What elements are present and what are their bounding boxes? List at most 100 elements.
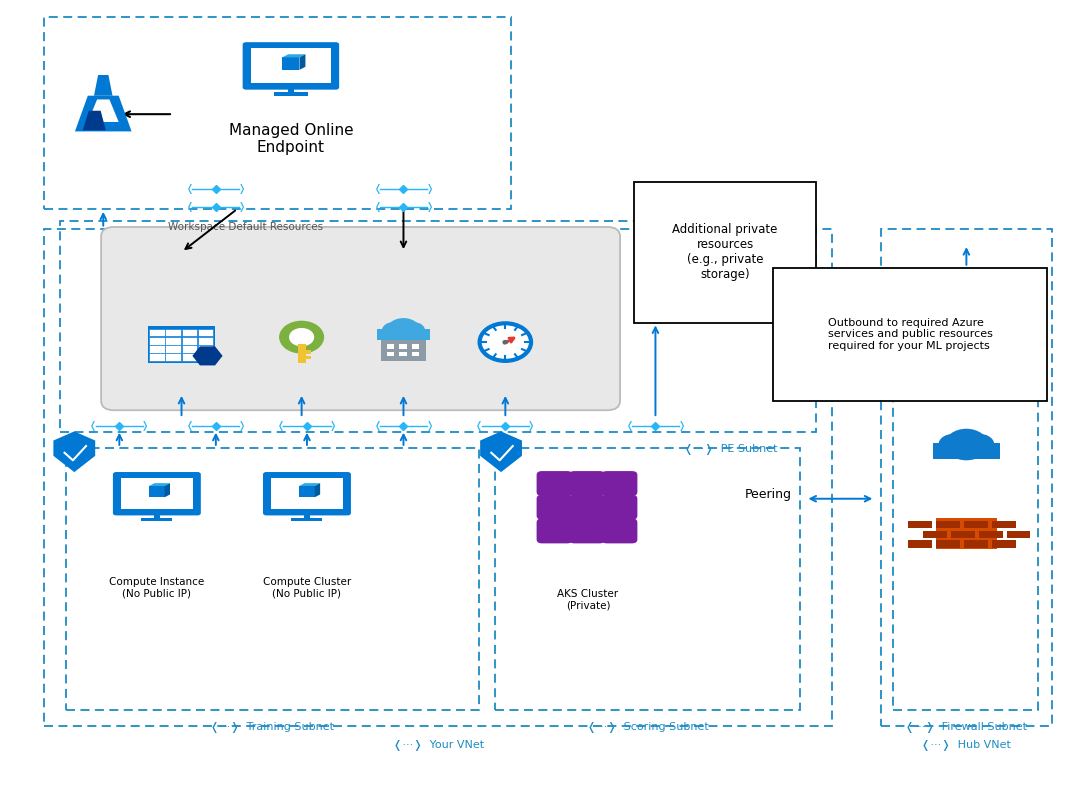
- Text: ❭: ❭: [238, 185, 246, 194]
- FancyBboxPatch shape: [536, 471, 573, 496]
- Bar: [305, 351, 311, 354]
- Circle shape: [938, 434, 968, 455]
- Polygon shape: [283, 54, 305, 57]
- Bar: [66, 448, 478, 711]
- Bar: [387, 351, 395, 356]
- Bar: [992, 521, 1016, 527]
- Text: ❬: ❬: [89, 421, 98, 431]
- Bar: [936, 541, 960, 548]
- FancyBboxPatch shape: [601, 471, 637, 496]
- Polygon shape: [315, 483, 320, 498]
- Text: Workspace Default Resources: Workspace Default Resources: [169, 222, 324, 233]
- Bar: [283, 57, 300, 70]
- Text: Managed Online
Endpoint: Managed Online Endpoint: [229, 123, 354, 155]
- Text: ❬···❭  Firewall Subnet: ❬···❭ Firewall Subnet: [905, 722, 1027, 733]
- Text: ❬···❭  Hub VNet: ❬···❭ Hub VNet: [921, 740, 1012, 751]
- Circle shape: [965, 434, 994, 455]
- Bar: [166, 329, 181, 336]
- Text: Outbound to required Azure
services and public resources
required for your ML pr: Outbound to required Azure services and …: [828, 318, 992, 351]
- Bar: [166, 354, 181, 361]
- Bar: [893, 350, 1038, 711]
- Bar: [923, 531, 947, 538]
- Circle shape: [402, 322, 425, 339]
- FancyBboxPatch shape: [569, 519, 605, 543]
- Bar: [60, 221, 816, 432]
- Circle shape: [289, 328, 314, 347]
- Text: Compute Instance
(No Public IP): Compute Instance (No Public IP): [110, 577, 204, 599]
- Bar: [44, 17, 511, 209]
- Polygon shape: [54, 432, 96, 472]
- Bar: [291, 517, 322, 520]
- Bar: [166, 345, 181, 353]
- FancyBboxPatch shape: [601, 519, 637, 543]
- Text: ❭: ❭: [527, 421, 535, 431]
- Bar: [149, 354, 164, 361]
- FancyBboxPatch shape: [243, 42, 339, 90]
- FancyBboxPatch shape: [271, 478, 343, 509]
- FancyBboxPatch shape: [101, 227, 620, 410]
- Text: ❬: ❬: [186, 201, 194, 211]
- Text: ❬: ❬: [186, 421, 194, 431]
- Bar: [299, 486, 315, 498]
- Polygon shape: [149, 483, 170, 486]
- Bar: [992, 541, 1016, 548]
- Text: ❭: ❭: [141, 421, 149, 431]
- Circle shape: [280, 321, 325, 354]
- Text: ❭: ❭: [426, 185, 433, 194]
- Bar: [908, 541, 932, 548]
- Circle shape: [479, 323, 531, 361]
- Bar: [494, 448, 800, 711]
- Text: ❬···❭  Your VNet: ❬···❭ Your VNet: [392, 740, 484, 751]
- Bar: [149, 337, 164, 344]
- Polygon shape: [88, 100, 118, 122]
- Text: ❭: ❭: [329, 421, 336, 431]
- Circle shape: [502, 340, 508, 344]
- Text: ❬: ❬: [277, 421, 285, 431]
- Bar: [400, 344, 406, 349]
- Bar: [198, 329, 213, 336]
- Bar: [149, 486, 164, 498]
- Polygon shape: [94, 75, 113, 96]
- Bar: [44, 229, 832, 725]
- Polygon shape: [192, 347, 223, 365]
- Bar: [978, 531, 1003, 538]
- Text: ❬: ❬: [475, 421, 484, 431]
- Text: ❬: ❬: [626, 421, 633, 431]
- Bar: [1006, 531, 1031, 538]
- Text: ❬: ❬: [186, 185, 194, 194]
- Text: ❭: ❭: [677, 421, 686, 431]
- Text: ❬: ❬: [373, 185, 382, 194]
- Text: ❬···❭  PE Subnet: ❬···❭ PE Subnet: [684, 444, 777, 455]
- Text: ❭: ❭: [426, 201, 433, 211]
- Text: ❭: ❭: [238, 421, 246, 431]
- Bar: [182, 354, 197, 361]
- Text: ❬: ❬: [373, 421, 382, 431]
- Bar: [298, 343, 305, 363]
- Bar: [933, 443, 1000, 459]
- Bar: [773, 268, 1047, 401]
- FancyBboxPatch shape: [121, 478, 192, 509]
- FancyBboxPatch shape: [569, 471, 605, 496]
- Bar: [166, 337, 181, 344]
- FancyBboxPatch shape: [536, 494, 573, 520]
- Bar: [182, 337, 197, 344]
- Polygon shape: [164, 483, 170, 498]
- Bar: [964, 521, 988, 527]
- Bar: [381, 340, 426, 362]
- Text: Additional private
resources
(e.g., private
storage): Additional private resources (e.g., priv…: [673, 223, 778, 281]
- Bar: [288, 87, 295, 93]
- Bar: [908, 521, 932, 527]
- Bar: [936, 521, 960, 527]
- Text: ❭: ❭: [426, 421, 433, 431]
- Bar: [964, 541, 988, 548]
- Bar: [198, 354, 213, 361]
- Bar: [412, 344, 419, 349]
- FancyBboxPatch shape: [569, 494, 605, 520]
- Text: ❬: ❬: [373, 201, 382, 211]
- Bar: [951, 531, 975, 538]
- Bar: [634, 182, 816, 322]
- Bar: [387, 344, 395, 349]
- Bar: [142, 517, 172, 520]
- Text: AKS Cluster
(Private): AKS Cluster (Private): [557, 589, 618, 611]
- FancyBboxPatch shape: [601, 494, 637, 520]
